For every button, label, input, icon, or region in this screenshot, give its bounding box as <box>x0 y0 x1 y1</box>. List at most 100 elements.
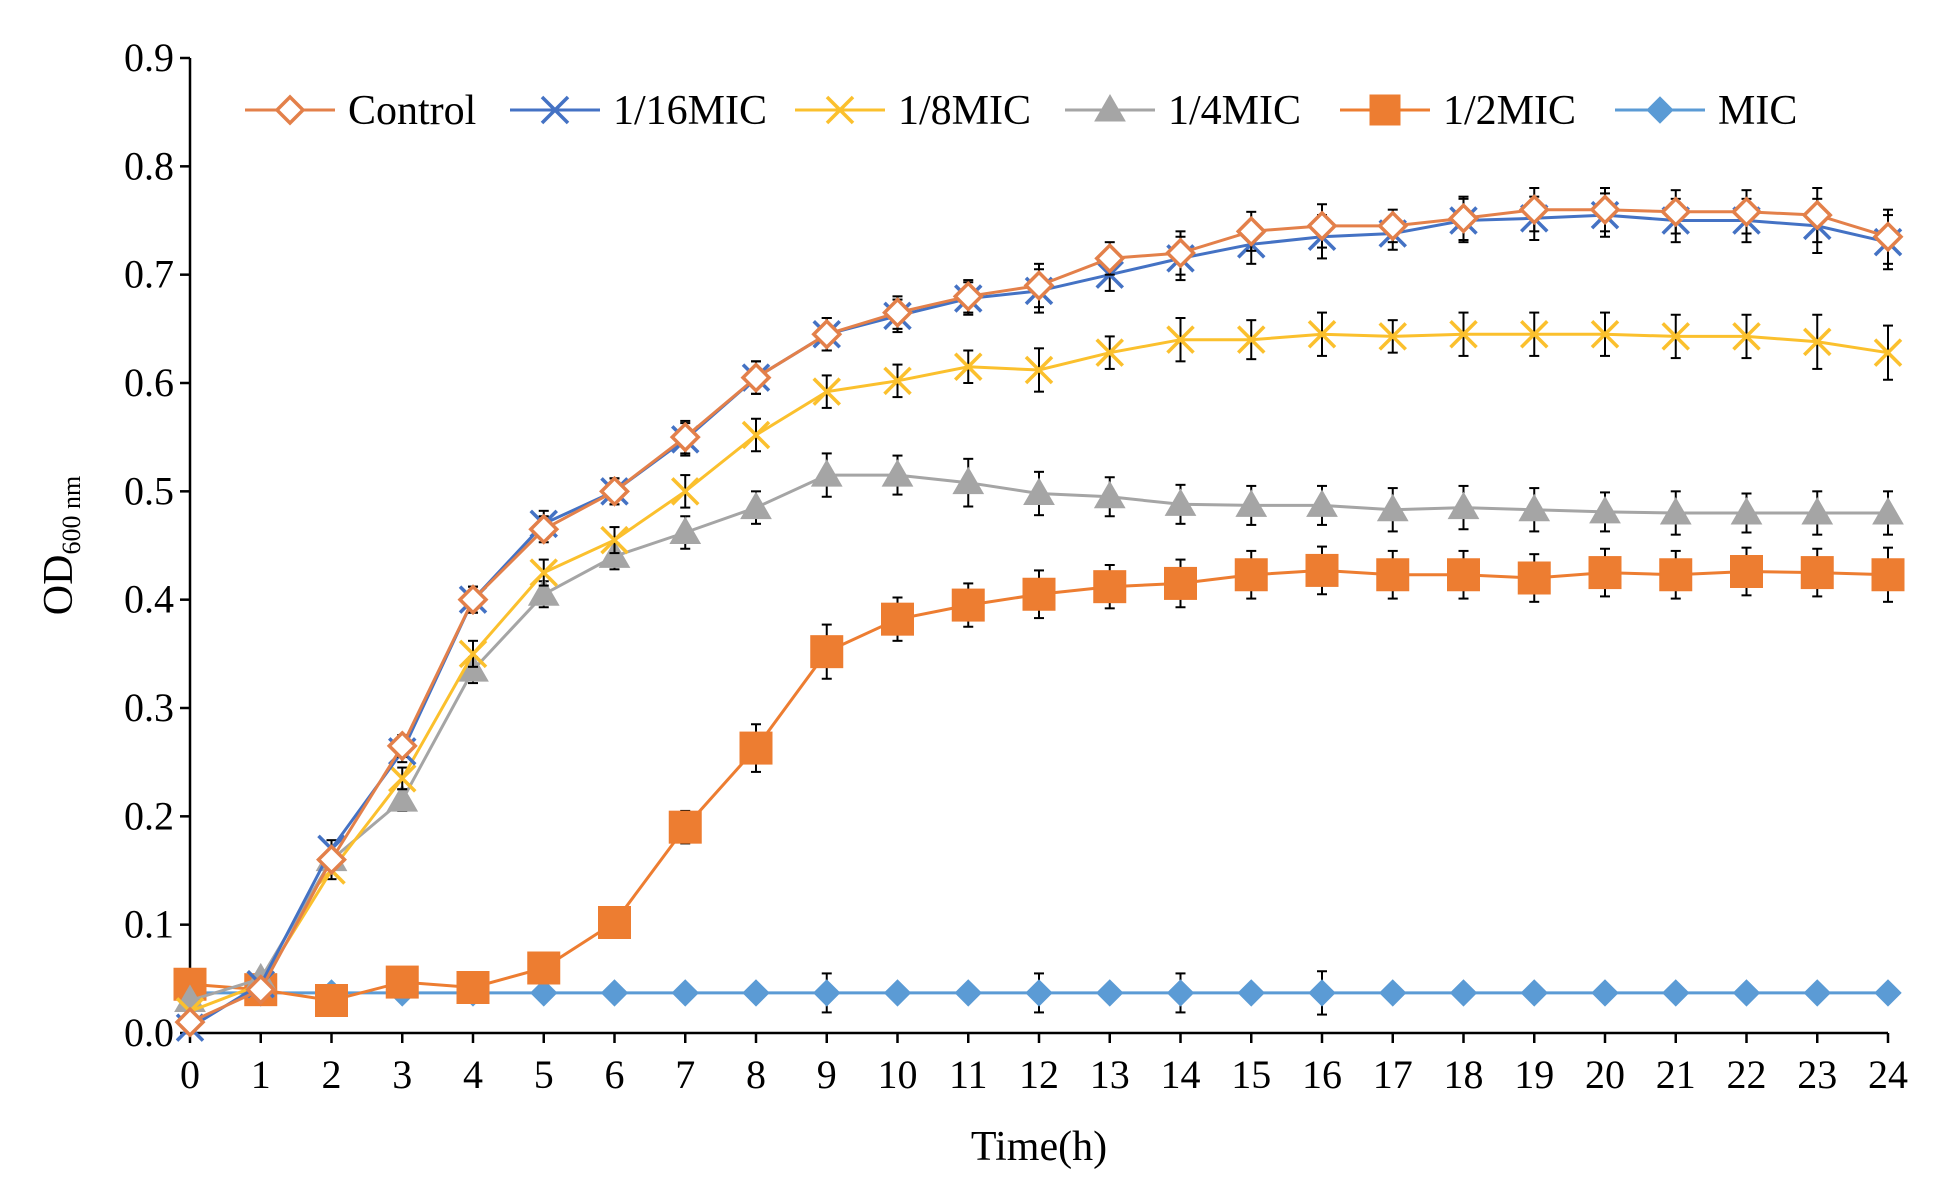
data-point <box>739 731 773 765</box>
series-line <box>189 473 1888 1002</box>
data-point <box>598 906 631 939</box>
legend-label: 1/2MIC <box>1443 88 1576 134</box>
data-point <box>1659 496 1692 525</box>
legend-marker <box>1094 93 1126 122</box>
data-point <box>1377 210 1409 242</box>
data-point <box>671 979 699 1007</box>
x-tick-label: 9 <box>817 1052 837 1097</box>
data-point <box>1730 555 1763 588</box>
x-tick-label: 19 <box>1514 1052 1554 1097</box>
data-point <box>1800 556 1834 590</box>
legend-item-control: Control <box>245 88 476 134</box>
data-point <box>883 979 912 1007</box>
data-point <box>1378 322 1407 351</box>
x-tick-label: 24 <box>1868 1052 1908 1097</box>
y-tick-label: 0.3 <box>124 685 174 730</box>
x-tick-label: 3 <box>392 1052 412 1097</box>
x-tick-label: 10 <box>878 1052 918 1097</box>
data-point <box>245 974 277 1006</box>
marker-stroke <box>954 352 983 381</box>
marker-stroke <box>812 377 841 406</box>
x-tick-label: 11 <box>949 1052 988 1097</box>
data-point <box>600 525 629 555</box>
data-point <box>810 635 844 669</box>
data-point <box>1589 194 1621 226</box>
data-point <box>1662 979 1690 1007</box>
y-tick-label: 0.7 <box>124 252 174 297</box>
x-tick-label: 1 <box>251 1052 271 1097</box>
y-tick-label: 0.2 <box>124 793 174 838</box>
data-point <box>813 979 841 1007</box>
data-point <box>599 475 630 507</box>
marker-stroke <box>1661 322 1690 351</box>
data-point <box>530 979 558 1007</box>
series-line <box>189 568 1889 1003</box>
x-tick-label: 14 <box>1161 1052 1201 1097</box>
legend-marker <box>825 95 855 125</box>
data-point <box>812 377 841 406</box>
marker-stroke <box>1520 320 1549 349</box>
marker-stroke <box>388 764 417 793</box>
x-tick-label: 13 <box>1090 1052 1130 1097</box>
data-point <box>527 578 560 606</box>
data-point <box>1376 558 1410 592</box>
data-point <box>1591 979 1619 1007</box>
data-point <box>882 297 913 329</box>
marker-stroke <box>1237 325 1266 354</box>
y-axis-title-subscript: 600 nm <box>57 476 86 555</box>
data-point <box>388 764 417 793</box>
legend-label: MIC <box>1718 88 1797 134</box>
series-line <box>189 213 1889 1029</box>
axes: 0.00.10.20.30.40.50.60.70.80.90 1 2 3 4 5 6 7 8 9… <box>124 35 1908 1097</box>
data-point <box>1165 237 1196 269</box>
data-point <box>1520 320 1549 349</box>
data-point <box>1732 322 1761 351</box>
data-point <box>1873 338 1903 367</box>
marker-stroke <box>1873 338 1903 367</box>
marker-stroke <box>1732 322 1761 351</box>
data-point <box>881 459 914 487</box>
y-tick-label: 0.1 <box>124 902 174 947</box>
data-point <box>1025 979 1053 1007</box>
data-point <box>456 971 490 1004</box>
y-tick-label: 0.5 <box>124 468 174 513</box>
series-mic <box>176 970 1902 1016</box>
data-point <box>1166 325 1195 354</box>
data-point <box>527 951 561 985</box>
data-point <box>1659 558 1693 592</box>
marker-stroke <box>1024 355 1054 385</box>
data-point <box>174 1006 206 1038</box>
data-point <box>810 459 843 487</box>
data-point <box>1872 221 1904 253</box>
data-point <box>1517 561 1551 595</box>
y-tick-label: 0.6 <box>124 360 174 405</box>
data-point <box>315 984 348 1017</box>
x-tick-label: 2 <box>322 1052 342 1097</box>
data-point <box>316 844 347 876</box>
data-point <box>1093 570 1127 604</box>
x-tick-label: 21 <box>1656 1052 1696 1097</box>
marker-stroke <box>1095 338 1124 367</box>
x-tick-label: 5 <box>534 1052 554 1097</box>
marker-stroke <box>540 95 570 125</box>
data-point <box>741 420 771 450</box>
marker-stroke <box>529 558 558 587</box>
data-point <box>742 979 770 1007</box>
data-point <box>1093 480 1126 509</box>
x-tick-label: 16 <box>1302 1052 1342 1097</box>
data-point <box>1094 242 1126 274</box>
data-point <box>669 516 702 544</box>
y-tick-label: 0.9 <box>124 35 174 80</box>
data-point <box>1730 496 1763 525</box>
data-point <box>1237 325 1266 354</box>
data-point <box>1448 202 1479 234</box>
data-point <box>1803 979 1831 1007</box>
legend-item-1-8mic: 1/8MIC <box>795 88 1031 134</box>
data-point <box>1874 979 1902 1007</box>
marker-stroke <box>671 477 700 506</box>
data-point <box>1164 488 1197 516</box>
data-point <box>385 965 419 999</box>
data-point <box>1588 556 1622 590</box>
series-1-4mic <box>174 452 1904 1012</box>
